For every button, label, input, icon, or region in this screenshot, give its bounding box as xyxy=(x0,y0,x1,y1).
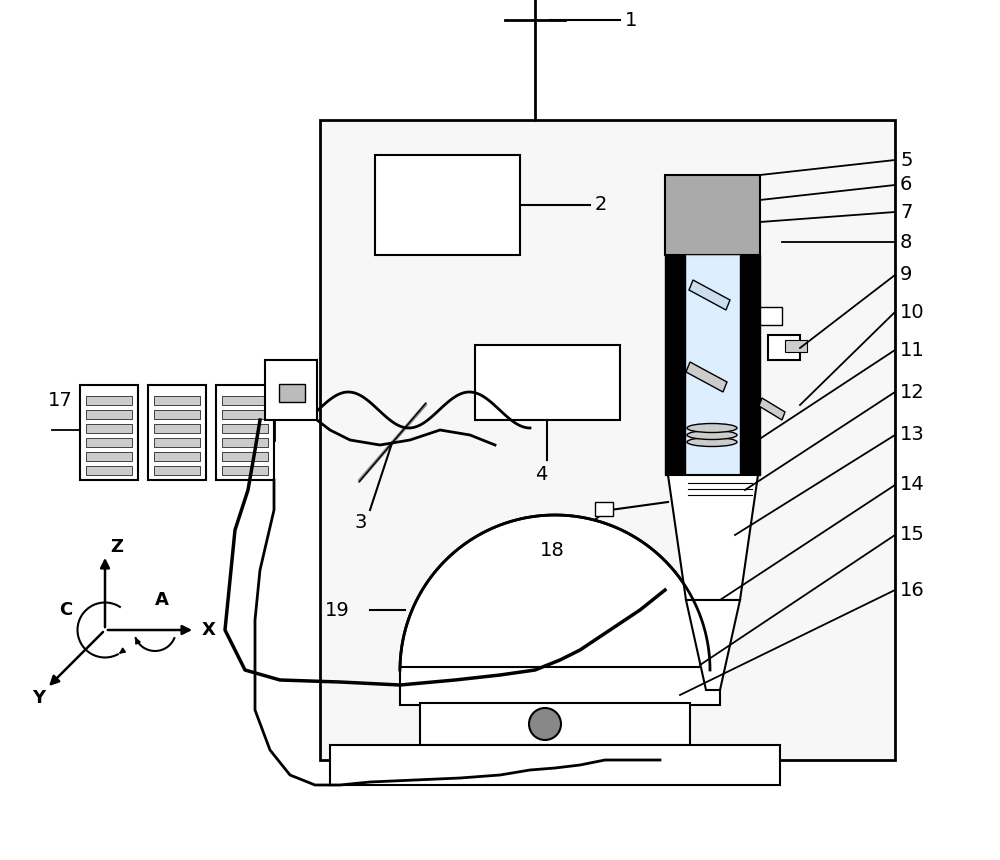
Polygon shape xyxy=(668,475,758,600)
Bar xyxy=(154,438,200,447)
Bar xyxy=(320,120,895,760)
Text: 7: 7 xyxy=(900,202,912,222)
Bar xyxy=(154,410,200,419)
Bar xyxy=(665,255,685,475)
Text: 1: 1 xyxy=(625,10,637,29)
Bar xyxy=(86,438,132,447)
Bar xyxy=(222,452,268,461)
Circle shape xyxy=(529,708,561,740)
Text: A: A xyxy=(155,591,169,609)
Bar xyxy=(375,155,520,255)
Text: X: X xyxy=(202,621,216,639)
Bar xyxy=(330,745,780,785)
Text: 19: 19 xyxy=(325,600,350,619)
Bar xyxy=(148,385,206,480)
Ellipse shape xyxy=(687,431,737,439)
Text: 11: 11 xyxy=(900,341,925,359)
Polygon shape xyxy=(759,398,785,420)
Bar xyxy=(400,667,720,705)
Bar xyxy=(86,466,132,475)
Text: Y: Y xyxy=(32,689,45,707)
Bar xyxy=(685,255,740,475)
Text: 3: 3 xyxy=(355,513,367,531)
Bar xyxy=(154,452,200,461)
Bar xyxy=(80,385,138,480)
Bar xyxy=(222,438,268,447)
Text: 13: 13 xyxy=(900,426,925,445)
Ellipse shape xyxy=(687,438,737,446)
Text: 6: 6 xyxy=(900,175,912,194)
Text: Z: Z xyxy=(110,538,123,556)
Text: 2: 2 xyxy=(595,195,607,214)
Bar xyxy=(475,345,620,420)
Text: 4: 4 xyxy=(535,465,547,484)
Bar xyxy=(740,255,760,475)
Text: C: C xyxy=(59,601,72,619)
Bar xyxy=(222,466,268,475)
Text: 5: 5 xyxy=(900,150,912,169)
Text: 16: 16 xyxy=(900,580,925,599)
Text: 10: 10 xyxy=(900,303,925,322)
Text: 18: 18 xyxy=(540,540,565,560)
Polygon shape xyxy=(686,362,727,392)
Bar xyxy=(265,360,317,420)
Text: 9: 9 xyxy=(900,266,912,285)
Bar xyxy=(154,396,200,405)
Polygon shape xyxy=(686,600,740,690)
Bar xyxy=(86,424,132,433)
Bar xyxy=(86,410,132,419)
Bar xyxy=(595,502,613,516)
Bar xyxy=(785,340,807,352)
Text: 17: 17 xyxy=(48,390,73,409)
Text: 8: 8 xyxy=(900,232,912,251)
Bar xyxy=(279,384,305,402)
Bar xyxy=(222,410,268,419)
Ellipse shape xyxy=(687,423,737,433)
Bar xyxy=(665,175,760,255)
Polygon shape xyxy=(689,280,730,310)
Text: 12: 12 xyxy=(900,383,925,402)
Bar xyxy=(768,335,800,360)
Bar xyxy=(420,703,690,745)
Text: 14: 14 xyxy=(900,476,925,494)
Bar xyxy=(222,424,268,433)
Bar xyxy=(154,466,200,475)
Bar xyxy=(222,396,268,405)
Bar xyxy=(86,452,132,461)
Bar xyxy=(760,307,782,325)
Bar xyxy=(86,396,132,405)
Text: 15: 15 xyxy=(900,525,925,544)
Polygon shape xyxy=(400,515,710,670)
Bar xyxy=(216,385,274,480)
Bar xyxy=(154,424,200,433)
